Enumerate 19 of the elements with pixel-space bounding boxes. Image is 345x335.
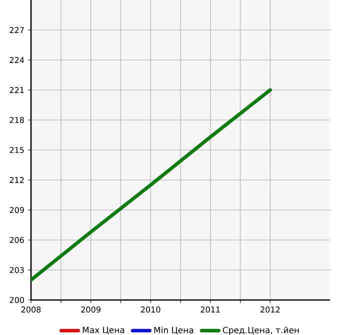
y-tick-label: 206 xyxy=(10,236,24,244)
y-tick-label: 209 xyxy=(10,206,24,214)
x-tick-label: 2011 xyxy=(200,306,220,313)
legend-label: Сред.Цена, т.йен xyxy=(222,326,299,335)
y-tick-label: 227 xyxy=(10,27,24,33)
y-tick-label: 221 xyxy=(10,87,24,93)
x-tick-label: 2009 xyxy=(81,306,100,313)
y-tick-label: 224 xyxy=(10,57,24,63)
line-series xyxy=(31,88,272,282)
y-tick-label: 200 xyxy=(10,296,24,304)
x-tick-label: 2010 xyxy=(141,306,160,313)
y-tick-label: 212 xyxy=(10,177,24,183)
x-tick-label: 2008 xyxy=(21,306,41,313)
x-tick-label: 2012 xyxy=(260,306,280,313)
y-tick-label: 215 xyxy=(10,146,24,154)
y-tick-label: 218 xyxy=(10,116,24,124)
legend-label: Max Цена xyxy=(82,326,124,334)
legend-label: Min Цена xyxy=(154,326,194,334)
y-tick-label: 203 xyxy=(10,266,24,274)
